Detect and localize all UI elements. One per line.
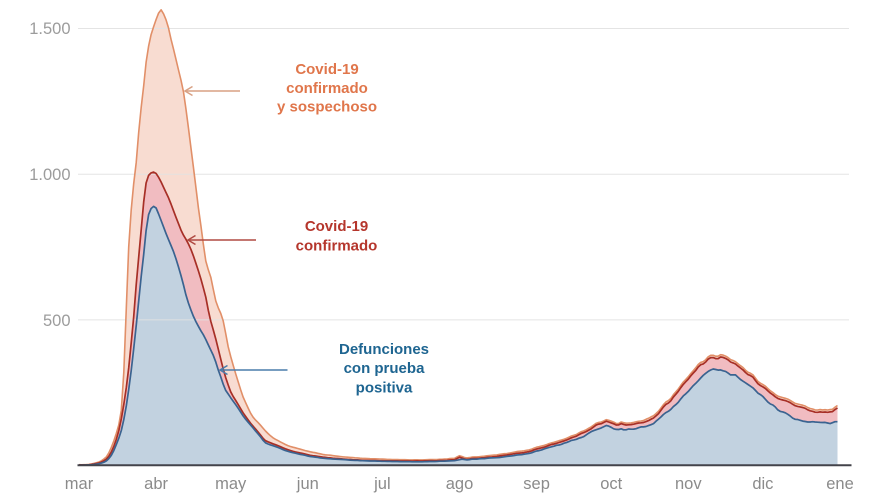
- svg-text:oct: oct: [600, 475, 622, 493]
- svg-text:confirmado: confirmado: [286, 80, 368, 97]
- svg-text:500: 500: [43, 312, 71, 330]
- svg-text:Covid-19: Covid-19: [295, 61, 358, 78]
- svg-text:ene: ene: [826, 475, 854, 493]
- svg-text:may: may: [215, 475, 247, 493]
- svg-text:jul: jul: [373, 475, 391, 493]
- svg-text:y sospechoso: y sospechoso: [277, 99, 377, 116]
- svg-text:jun: jun: [296, 475, 319, 493]
- svg-text:1.000: 1.000: [29, 166, 70, 184]
- svg-text:nov: nov: [675, 475, 702, 493]
- svg-text:abr: abr: [144, 475, 168, 493]
- svg-text:positiva: positiva: [356, 380, 413, 397]
- svg-text:mar: mar: [65, 475, 94, 493]
- svg-text:dic: dic: [752, 475, 773, 493]
- svg-text:Defunciones: Defunciones: [339, 341, 429, 358]
- svg-text:Covid-19: Covid-19: [305, 218, 368, 235]
- svg-text:confirmado: confirmado: [296, 238, 378, 255]
- svg-text:sep: sep: [523, 475, 550, 493]
- svg-text:con prueba: con prueba: [344, 360, 426, 377]
- svg-text:ago: ago: [446, 475, 474, 493]
- svg-text:1.500: 1.500: [29, 20, 70, 38]
